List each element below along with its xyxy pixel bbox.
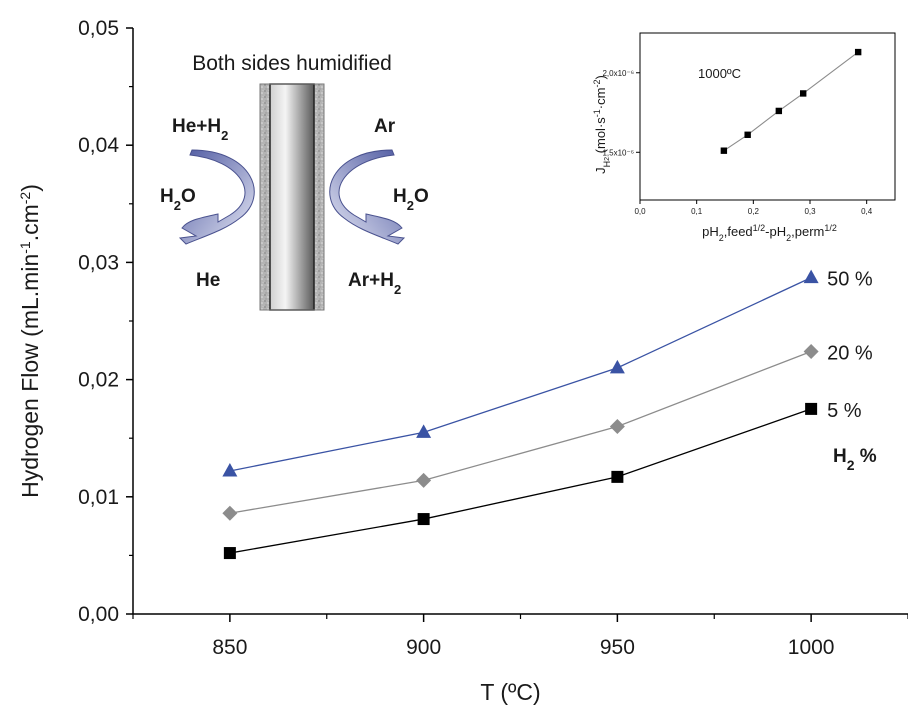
y-tick-label: 0,05	[78, 17, 119, 40]
membrane	[270, 84, 314, 310]
right-water-label: H2O	[393, 186, 429, 213]
y-axis-title-main: Hydrogen Flow (mL.min	[17, 254, 43, 498]
left-water-label-end: O	[181, 186, 196, 207]
main-axes	[133, 28, 908, 614]
right-water-label-main: H	[393, 186, 407, 207]
inset-y-title-part-7: )	[593, 75, 608, 79]
x-tick-label: 900	[406, 636, 441, 659]
series-line	[230, 409, 811, 553]
inset-chart: 0,0 0,1 0,2 0,3 0,4 1,5x10⁻⁶ 2,0x10⁻⁶ 1000ºC p…	[592, 33, 895, 243]
inset-y-title-part-4: -1	[592, 109, 602, 117]
inset-data-point	[855, 49, 861, 55]
x-tick-label: 1000	[788, 636, 835, 659]
y-axis-title-sup2: -2	[17, 192, 33, 205]
inset-y-title-part-5: ·cm	[593, 88, 608, 110]
series-line	[230, 351, 811, 513]
inset-x-title-part-3: 1/2	[753, 223, 766, 233]
inset-x-axis-title: pH2,feed1/2-pH2,perm1/2	[702, 223, 837, 243]
x-axis-title: T (ºC)	[480, 679, 540, 705]
left-water-label-sub: 2	[174, 198, 181, 213]
inset-x-title-part-6: ,perm	[791, 224, 824, 239]
y-axis-title-sup1: -1	[17, 241, 33, 254]
inset-x-tick-label: 0,1	[691, 207, 703, 216]
legend-title-sub: 2	[847, 457, 855, 473]
series-label: 20 %	[827, 342, 873, 364]
right-water-label-sub: 2	[407, 198, 414, 213]
data-point-diamond	[222, 506, 237, 521]
left-feed-label-sub: 2	[221, 128, 228, 143]
left-water-label-main: H	[160, 186, 174, 207]
inset-frame	[640, 33, 895, 200]
inset-x-tick-label: 0,0	[634, 207, 646, 216]
legend-title-main: H	[833, 446, 847, 467]
right-out-label: Ar+H2	[348, 270, 401, 297]
diagram-title: Both sides humidified	[192, 52, 392, 75]
inset-x-title-part-0: pH	[702, 224, 719, 239]
data-point-triangle	[804, 270, 819, 284]
series-label: 50 %	[827, 269, 873, 291]
right-out-label-sub: 2	[394, 282, 401, 297]
data-point-diamond	[416, 473, 431, 488]
membrane-diagram: Both sides humidified He+H2 H2O He Ar H2…	[160, 52, 429, 310]
left-out-label: He	[196, 270, 220, 291]
inset-y-title-part-3: (mol·s	[593, 117, 608, 157]
inset-ticks: 0,0 0,1 0,2 0,3 0,4 1,5x10⁻⁶ 2,0x10⁻⁶	[602, 69, 872, 216]
inset-data-point	[776, 108, 782, 114]
inset-series-line	[724, 52, 858, 151]
left-feed-label-main: He+H	[172, 116, 221, 137]
series-label: 5 %	[827, 400, 862, 422]
data-point-diamond	[610, 419, 625, 434]
inset-data-point	[800, 90, 806, 96]
left-water-label: H2O	[160, 186, 196, 213]
x-tick-label: 950	[600, 636, 635, 659]
inset-x-title-part-7: 1/2	[824, 223, 837, 233]
inset-annotation: 1000ºC	[698, 66, 741, 81]
y-tick-label: 0,01	[78, 486, 119, 509]
data-point-square	[224, 547, 236, 559]
data-point-square	[418, 513, 430, 525]
x-tick-label: 850	[212, 636, 247, 659]
y-axis-title-mid: .cm	[17, 204, 43, 241]
inset-x-tick-label: 0,4	[861, 207, 873, 216]
inset-x-title-part-4: -pH	[765, 224, 786, 239]
y-tick-label: 0,02	[78, 369, 119, 392]
legend-title: H2 %	[833, 446, 877, 473]
data-point-square	[611, 471, 623, 483]
legend-title-end: %	[855, 446, 877, 467]
inset-x-tick-label: 0,3	[804, 207, 816, 216]
data-point-square	[805, 403, 817, 415]
main-series: 50 % 20 % 5 %	[222, 269, 873, 559]
data-point-triangle	[610, 360, 625, 374]
left-feed-label: He+H2	[172, 116, 228, 143]
y-tick-label: 0,04	[78, 134, 119, 157]
y-tick-label: 0,00	[78, 603, 119, 626]
inset-data-point	[744, 132, 750, 138]
inset-data-point	[721, 147, 727, 153]
inset-series	[721, 49, 862, 154]
y-axis-title: Hydrogen Flow (mL.min-1.cm-2)	[17, 184, 43, 498]
inset-axes	[640, 33, 895, 200]
inset-y-axis-title: JH2 (mol·s-1·cm-2)	[592, 75, 612, 174]
y-tick-label: 0,03	[78, 251, 119, 274]
inset-x-tick-label: 0,2	[748, 207, 760, 216]
inset-x-title-part-2: ,feed	[724, 224, 753, 239]
data-point-diamond	[804, 344, 819, 359]
right-water-label-end: O	[414, 186, 429, 207]
right-out-label-main: Ar+H	[348, 270, 394, 291]
right-sweep-label: Ar	[374, 116, 396, 137]
y-axis-title-end: )	[17, 184, 43, 192]
inset-y-title-part-6: -2	[592, 80, 602, 88]
